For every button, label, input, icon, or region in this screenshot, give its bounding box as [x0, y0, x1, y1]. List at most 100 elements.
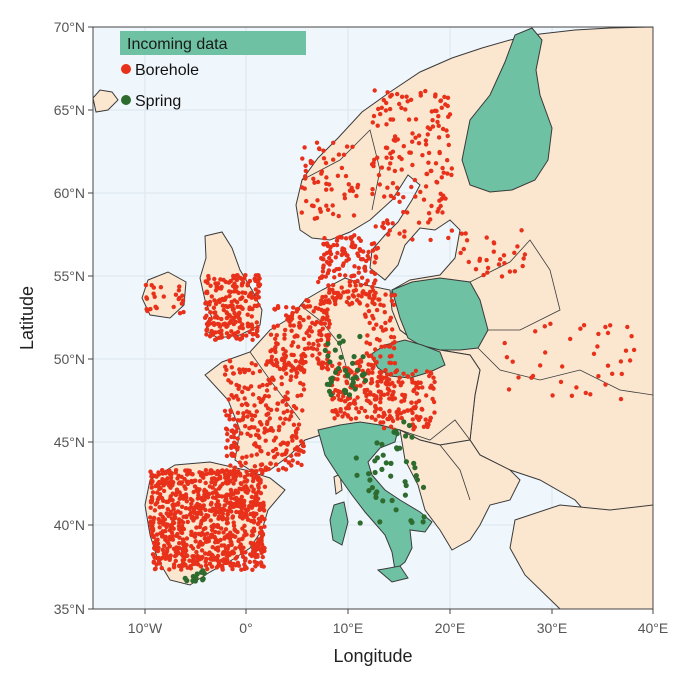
borehole-point — [410, 372, 415, 377]
borehole-point — [225, 431, 230, 437]
borehole-point — [157, 479, 162, 485]
borehole-point — [284, 371, 289, 376]
borehole-point — [384, 155, 389, 160]
spring-point — [200, 568, 206, 574]
borehole-point — [232, 465, 238, 470]
borehole-point — [237, 367, 242, 372]
borehole-point — [163, 534, 168, 540]
borehole-point — [231, 550, 237, 556]
borehole-point — [631, 347, 637, 353]
borehole-point — [366, 249, 371, 255]
borehole-point — [233, 546, 238, 551]
borehole-point — [373, 403, 378, 409]
borehole-point — [306, 341, 312, 346]
borehole-point — [266, 377, 271, 382]
borehole-point — [163, 478, 168, 483]
borehole-point — [257, 420, 263, 425]
borehole-point — [538, 363, 543, 368]
borehole-point — [231, 481, 236, 486]
borehole-point — [243, 484, 248, 489]
x-tick-label: 40°E — [638, 620, 669, 636]
borehole-point — [197, 524, 202, 530]
borehole-point — [368, 353, 374, 358]
spring-point — [421, 514, 427, 520]
borehole-point — [283, 457, 288, 463]
borehole-point — [348, 368, 353, 373]
borehole-point — [243, 460, 248, 466]
borehole-point — [176, 296, 181, 302]
borehole-point — [283, 327, 288, 333]
legend-spring-label: Spring — [135, 93, 181, 110]
borehole-point — [222, 549, 227, 555]
borehole-point — [213, 488, 218, 493]
borehole-point — [182, 476, 187, 482]
borehole-point — [357, 247, 362, 252]
borehole-point — [424, 422, 430, 427]
borehole-point — [179, 480, 185, 485]
borehole-point — [158, 285, 164, 290]
borehole-point — [357, 301, 363, 306]
borehole-point — [183, 486, 188, 491]
borehole-point — [249, 453, 254, 458]
borehole-point — [290, 433, 295, 439]
y-tick-label: 40°N — [54, 517, 85, 533]
borehole-point — [618, 359, 624, 364]
borehole-point — [477, 258, 482, 263]
borehole-point — [205, 290, 210, 296]
borehole-point — [181, 496, 186, 501]
borehole-point — [263, 465, 269, 470]
borehole-point — [276, 467, 281, 473]
borehole-point — [416, 385, 421, 390]
borehole-point — [317, 351, 322, 356]
borehole-point — [222, 408, 228, 414]
borehole-point — [366, 399, 371, 404]
borehole-point — [320, 365, 326, 370]
borehole-point — [320, 294, 325, 300]
borehole-point — [298, 380, 303, 386]
borehole-point — [371, 356, 376, 361]
borehole-point — [252, 464, 258, 469]
borehole-point — [267, 381, 273, 386]
borehole-point — [151, 517, 156, 523]
borehole-point — [315, 338, 320, 343]
borehole-point — [376, 413, 381, 419]
spring-point — [374, 455, 380, 461]
spring-point — [190, 573, 196, 580]
borehole-point — [337, 272, 342, 278]
borehole-point — [202, 315, 208, 320]
borehole-point — [179, 504, 185, 509]
borehole-point — [445, 103, 450, 109]
borehole-point — [350, 273, 355, 278]
borehole-point — [512, 250, 517, 255]
borehole-point — [169, 471, 174, 476]
borehole-point — [257, 445, 262, 450]
borehole-point — [231, 435, 237, 440]
borehole-point — [283, 313, 289, 318]
borehole-point — [158, 512, 163, 517]
borehole-point — [321, 156, 327, 161]
borehole-point — [436, 114, 441, 119]
borehole-point — [237, 310, 242, 315]
borehole-point — [437, 150, 442, 156]
borehole-point — [384, 122, 389, 127]
borehole-point — [485, 270, 490, 275]
borehole-point — [209, 294, 214, 299]
borehole-point — [245, 507, 251, 512]
borehole-point — [273, 357, 279, 363]
borehole-point — [197, 478, 203, 484]
borehole-point — [300, 408, 305, 413]
borehole-point — [252, 425, 257, 430]
borehole-point — [591, 351, 597, 356]
borehole-point — [196, 544, 201, 549]
spring-point — [373, 494, 379, 500]
borehole-point — [376, 106, 381, 112]
borehole-point — [392, 396, 398, 401]
borehole-point — [270, 375, 275, 380]
borehole-point — [230, 453, 235, 458]
borehole-point — [446, 142, 451, 148]
borehole-point — [225, 516, 230, 521]
borehole-point — [416, 133, 422, 138]
borehole-point — [249, 553, 254, 559]
borehole-point — [250, 294, 255, 299]
borehole-point — [412, 380, 417, 385]
